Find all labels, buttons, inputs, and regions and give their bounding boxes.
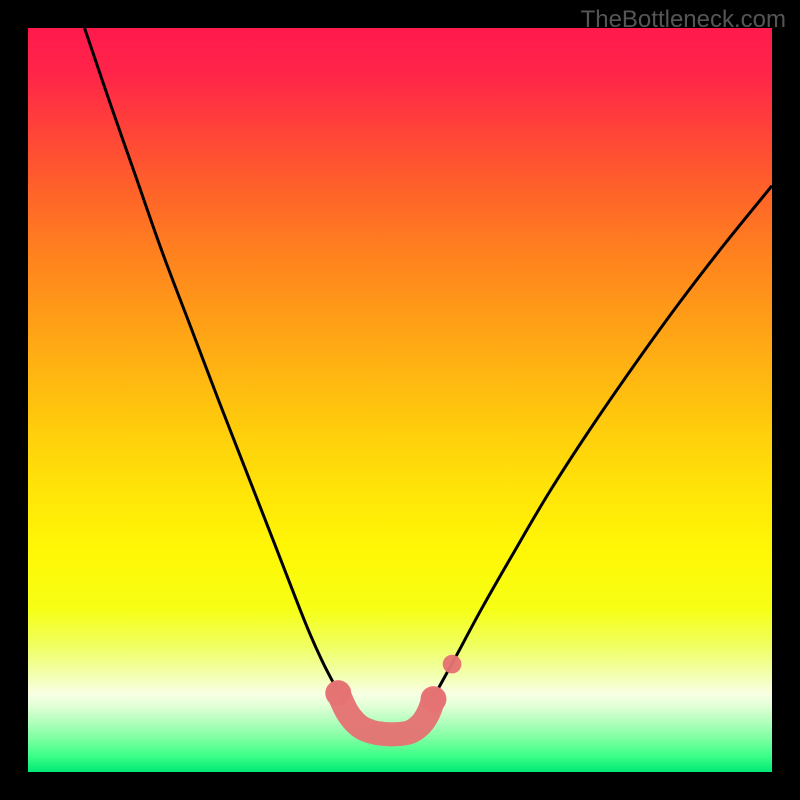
- bottleneck-curve-right: [430, 186, 772, 704]
- optimal-range-marker: [338, 693, 433, 734]
- optimal-range-endpoint-left: [325, 680, 351, 706]
- plot-area: [28, 28, 772, 772]
- bottleneck-curve-left: [85, 28, 345, 704]
- optimal-range-endpoint-right: [420, 686, 446, 712]
- watermark-text: TheBottleneck.com: [581, 6, 786, 34]
- optimal-range-extra-dot: [443, 655, 462, 674]
- chart-frame: TheBottleneck.com: [0, 0, 800, 800]
- curves-layer: [28, 28, 772, 772]
